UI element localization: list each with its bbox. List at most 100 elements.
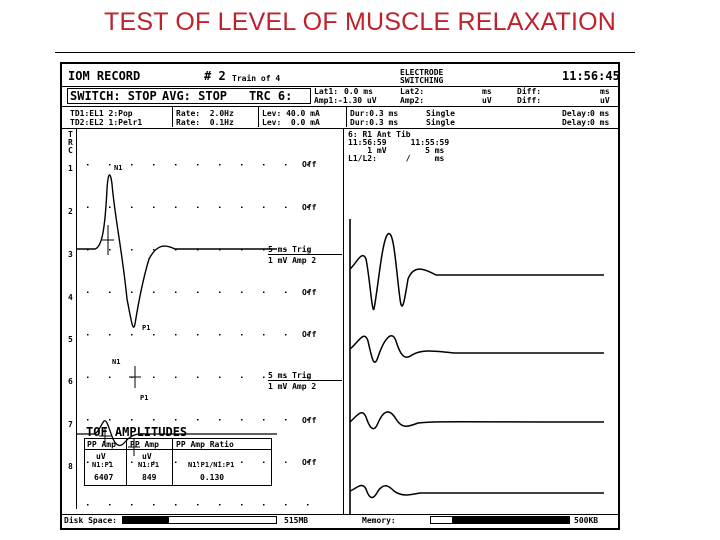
right-trace-panel	[349, 219, 605, 514]
td2-setting: TD2:EL2 1:Pelr1	[70, 118, 143, 127]
grid-dot	[175, 334, 177, 336]
grid-dot	[197, 334, 199, 336]
trace-number-1: 1	[68, 164, 73, 173]
channel-number: # 2	[204, 69, 226, 83]
diff-uv-unit: uV	[600, 96, 610, 105]
grid-dot	[153, 206, 155, 208]
panel-separator	[343, 129, 344, 514]
grid-dot	[109, 206, 111, 208]
tof-header-2: PP Amp	[130, 440, 159, 449]
grid-dot	[109, 419, 111, 421]
grid-dot	[109, 164, 111, 166]
grid-dot	[285, 334, 287, 336]
tof-sublabel-1: N1:P1	[92, 461, 114, 469]
grid-dot	[153, 461, 155, 463]
tof-unit-1: uV	[96, 452, 106, 461]
grid-dot	[285, 164, 287, 166]
memory-value: 500KB	[574, 516, 599, 525]
grid-dot	[241, 419, 243, 421]
grid-dot	[197, 206, 199, 208]
grid-dot	[109, 334, 111, 336]
right-panel-times: 11:56:59 11:55:59	[348, 138, 450, 147]
trace-number-4: 4	[68, 293, 73, 302]
stim-mode: Train of 4	[232, 74, 281, 83]
grid-dot	[87, 419, 89, 421]
diff1-label: Diff:	[517, 87, 542, 96]
grid-dot	[263, 504, 265, 506]
grid-dot	[285, 291, 287, 293]
grid-dot	[263, 419, 265, 421]
delay1-value: 0 ms	[590, 109, 610, 118]
grid-dot	[87, 504, 89, 506]
grid-dot	[175, 164, 177, 166]
grid-dot	[285, 376, 287, 378]
status-bar	[67, 88, 311, 104]
trc-status[interactable]: TRC 6:	[249, 89, 293, 103]
amp2-label: Amp2:	[400, 96, 425, 105]
trace-label-off-5: Off	[302, 416, 317, 425]
settings-sep-1	[172, 107, 173, 127]
grid-dot	[153, 504, 155, 506]
grid-dot	[109, 249, 111, 251]
tof-col-sep-1	[126, 438, 127, 486]
grid-dot	[219, 376, 221, 378]
grid-dot	[219, 334, 221, 336]
grid-dot	[241, 334, 243, 336]
disk-space-label: Disk Space:	[64, 516, 117, 525]
delay2-value: 0 ms	[590, 118, 610, 127]
single1-setting: Single	[426, 109, 455, 118]
grid-dot	[307, 504, 309, 506]
grid-dot	[307, 376, 309, 378]
right-trace-1	[349, 233, 604, 310]
grid-dot	[241, 206, 243, 208]
grid-dot	[131, 249, 133, 251]
trace-label-off-2: Off	[302, 203, 317, 212]
trace-label-trig-2: 5 ms Trig	[268, 371, 312, 380]
left-panel-axis	[76, 129, 77, 509]
grid-dot	[219, 249, 221, 251]
trace-number-8: 8	[68, 462, 73, 471]
grid-dot	[131, 291, 133, 293]
grid-dot	[87, 291, 89, 293]
delay2-label: Delay:	[562, 118, 591, 127]
tof-value-2: 849	[142, 473, 157, 482]
grid-dot	[175, 291, 177, 293]
grid-dot	[219, 291, 221, 293]
grid-dot	[219, 164, 221, 166]
grid-dot	[197, 249, 199, 251]
grid-dot	[109, 291, 111, 293]
grid-dot	[131, 461, 133, 463]
switch-status[interactable]: SWITCH: STOP	[70, 89, 157, 103]
grid-dot	[219, 206, 221, 208]
grid-dot	[263, 334, 265, 336]
tof-title: TOF AMPLITUDES	[86, 425, 188, 439]
tof-header-rule	[84, 449, 272, 450]
marker-label-p1b: P1	[140, 394, 149, 402]
lev1-setting: Lev: 40.0 mA	[262, 109, 320, 118]
amp1-label: Amp1:	[314, 96, 339, 105]
grid-dot	[307, 334, 309, 336]
grid-dot	[285, 504, 287, 506]
trace-number-5: 5	[68, 335, 73, 344]
grid-dot	[307, 164, 309, 166]
grid-dot	[131, 206, 133, 208]
grid-dot	[109, 504, 111, 506]
avg-status[interactable]: AVG: STOP	[162, 89, 228, 103]
right-panel-latency: L1/L2: / ms	[348, 154, 445, 163]
grid-dot	[87, 334, 89, 336]
trace-number-3: 3	[68, 250, 73, 259]
grid-dot	[197, 419, 199, 421]
grid-dot	[87, 164, 89, 166]
grid-dot	[263, 291, 265, 293]
grid-dot	[197, 461, 199, 463]
right-trace-2	[349, 335, 604, 363]
trace-number-6: 6	[68, 377, 73, 386]
grid-dot	[153, 164, 155, 166]
grid-dot	[263, 164, 265, 166]
grid-dot	[87, 249, 89, 251]
grid-dot	[175, 461, 177, 463]
grid-dot	[263, 206, 265, 208]
grid-dot	[241, 249, 243, 251]
grid-dot	[219, 461, 221, 463]
trace-label-off-1: Off	[302, 160, 317, 169]
